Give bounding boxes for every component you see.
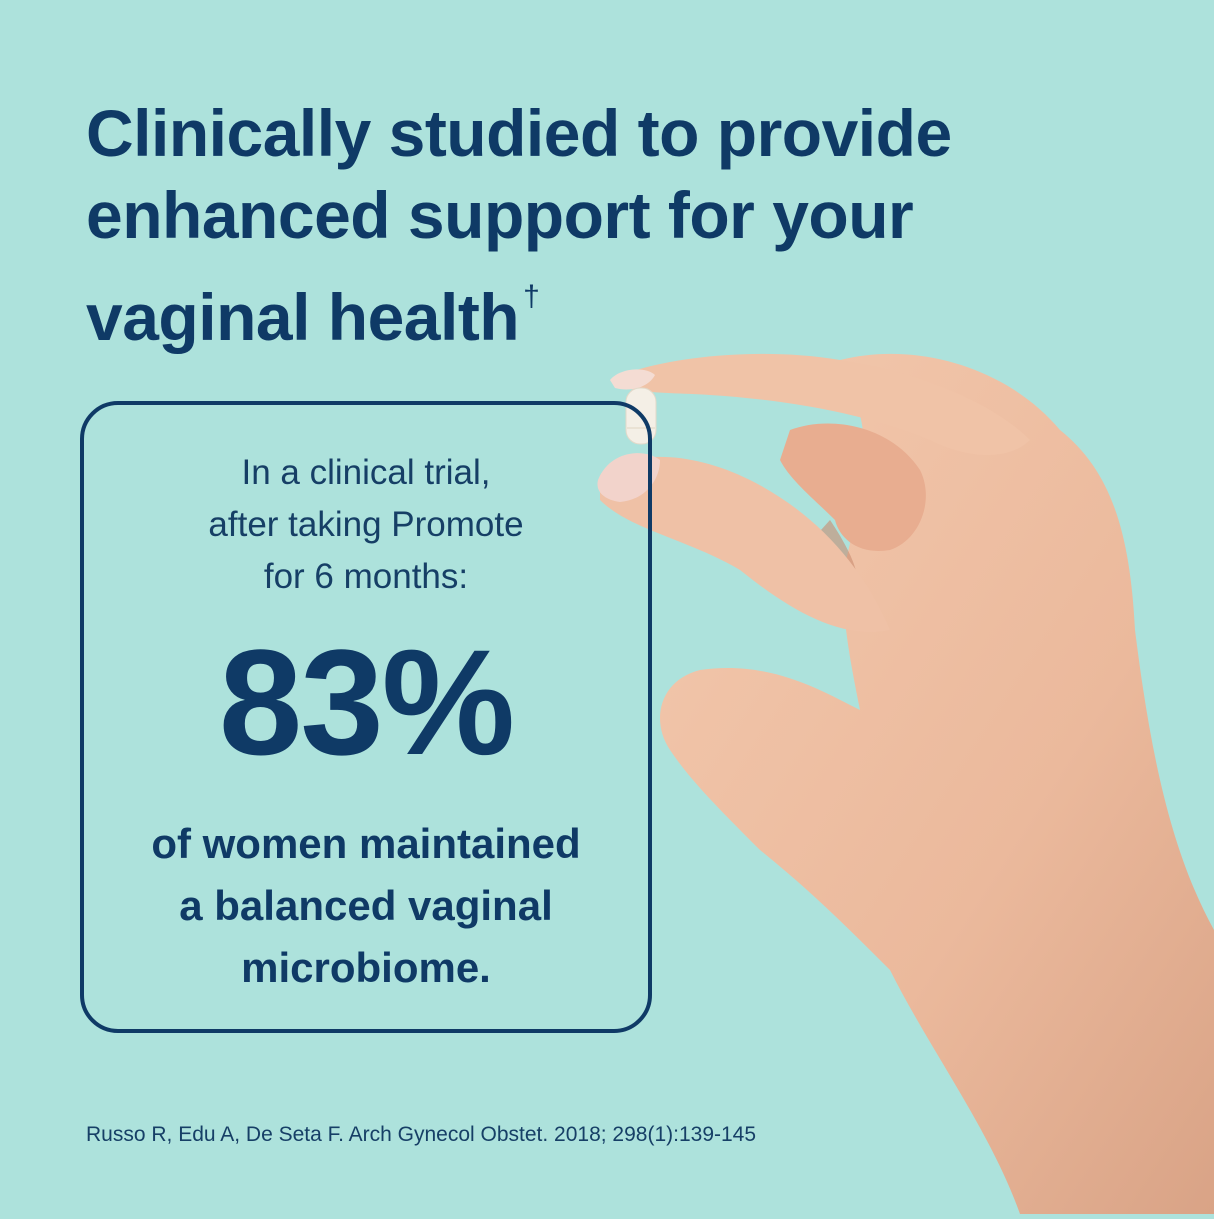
headline-bold: Clinically studied [86, 96, 620, 170]
citation: Russo R, Edu A, De Seta F. Arch Gynecol … [86, 1123, 757, 1146]
footnote-dagger: † [523, 280, 540, 313]
result-line: of women maintained [151, 820, 581, 867]
stat-value: 83% [218, 618, 515, 786]
intro-line: for 6 months: [263, 557, 469, 596]
headline-rest: to provide enhanced support for your vag… [86, 96, 952, 354]
result-line: a balanced vaginal [179, 882, 553, 929]
headline: Clinically studied to provide enhanced s… [86, 92, 1146, 358]
intro-line: In a clinical trial, [241, 453, 491, 492]
hand-icon [597, 353, 1214, 1214]
hand-holding-capsule-image [590, 330, 1214, 1214]
stat-intro: In a clinical trial, after taking Promot… [84, 447, 648, 603]
result-line: microbiome. [241, 944, 491, 991]
stat-card: In a clinical trial, after taking Promot… [80, 401, 652, 1033]
intro-line: after taking Promote [208, 505, 524, 544]
stat-result: of women maintained a balanced vaginal m… [84, 813, 648, 999]
